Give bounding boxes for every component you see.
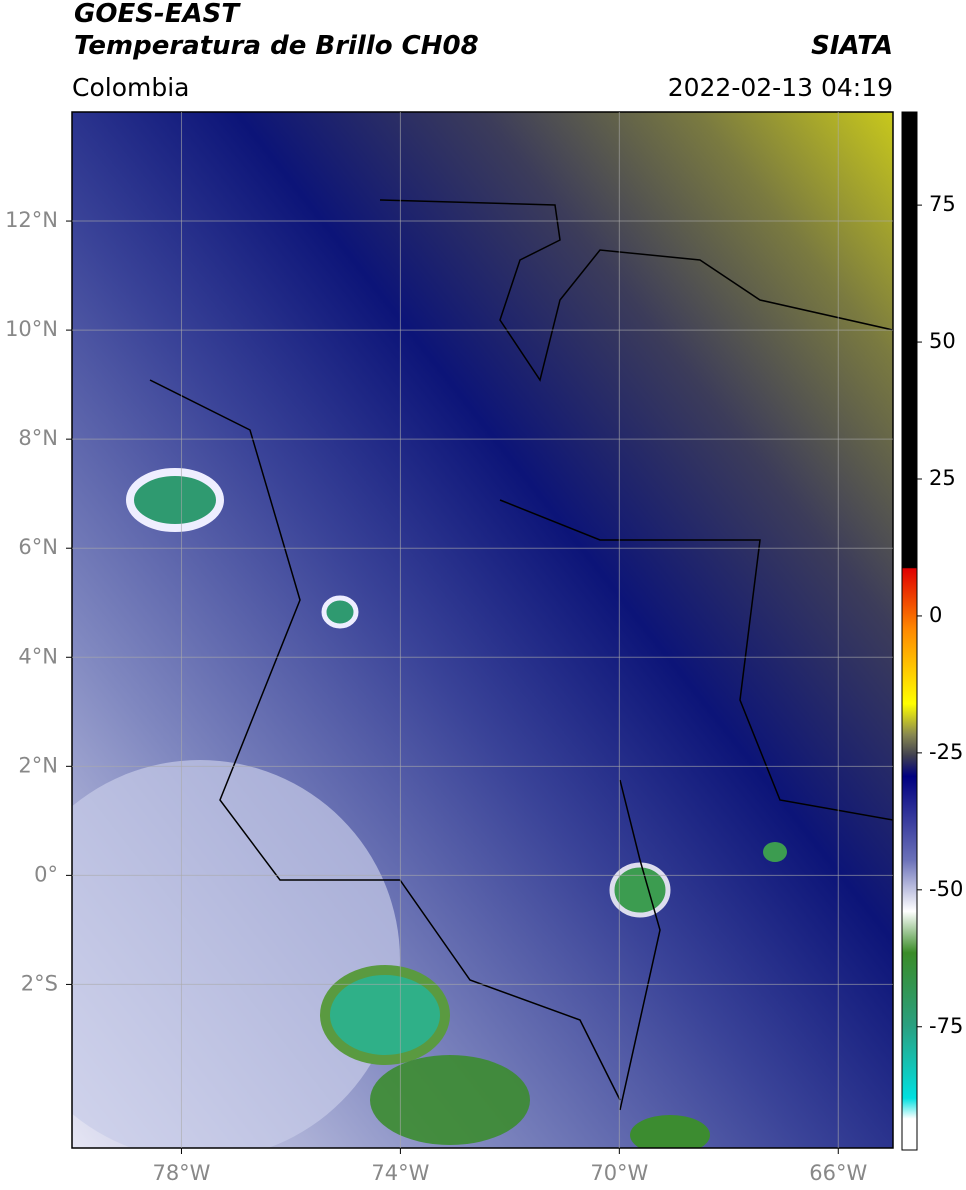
lat-tick-label: 8°N [18,426,58,450]
lon-tick-label: 78°W [152,1161,210,1185]
lat-tick-label: 6°N [18,535,58,559]
subtitle: Temperatura de Brillo CH08 [74,31,479,61]
source: SIATA [811,31,893,61]
map-frame [71,111,894,1149]
colorbar-tick-label: 75 [929,192,956,216]
lat-tick-label: 2°N [18,753,58,777]
colorbar-tick-label: -50 [929,877,963,901]
lon-tick-label: 74°W [371,1161,429,1185]
region: Colombia [72,73,189,102]
lat-tick-label: 0° [34,862,58,886]
lat-tick-label: 10°N [5,317,58,341]
datetime: 2022-02-13 04:19 [668,73,893,102]
title: GOES-EAST [74,0,241,29]
colorbar-tick-label: 0 [929,603,942,627]
colorbar-tick-label: 25 [929,466,956,490]
colorbar-tick-label: -25 [929,740,963,764]
lon-tick-label: 66°W [809,1161,867,1185]
lat-tick-label: 12°N [5,208,58,232]
lat-tick-label: 2°S [21,971,58,995]
lon-tick-label: 70°W [590,1161,648,1185]
colorbar [901,111,918,1151]
colorbar-tick-label: -75 [929,1014,963,1038]
imagery [72,112,893,1148]
lat-tick-label: 4°N [18,644,58,668]
colorbar-tick-label: 50 [929,329,956,353]
